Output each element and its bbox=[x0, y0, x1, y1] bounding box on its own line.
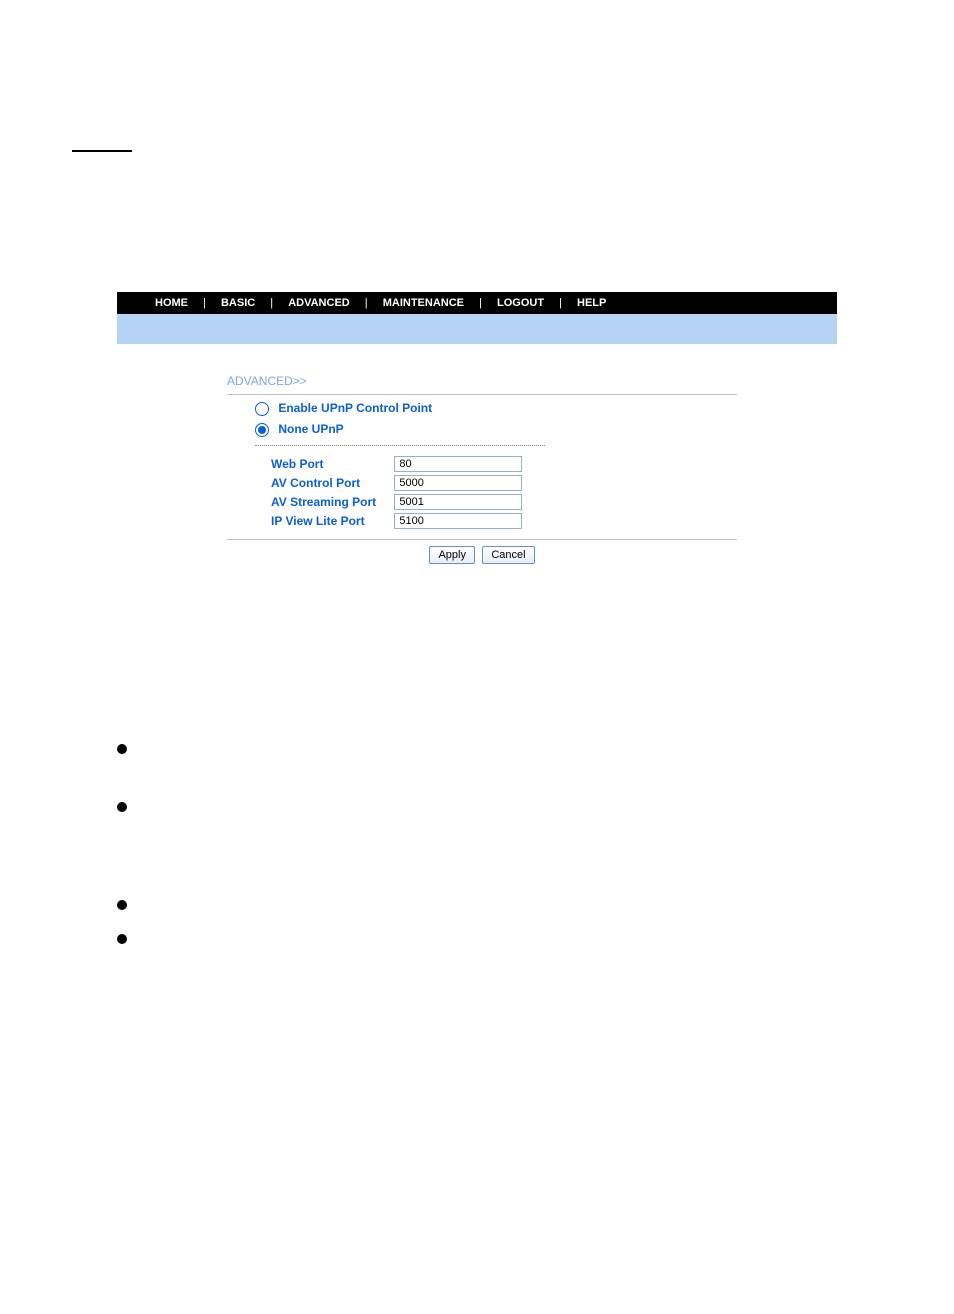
bullet-list bbox=[57, 744, 897, 944]
port-row-avstream: AV Streaming Port 5001 bbox=[271, 494, 737, 510]
radio-enable-upnp[interactable]: Enable UPnP Control Point bbox=[255, 401, 737, 416]
cancel-button[interactable]: Cancel bbox=[482, 546, 534, 564]
divider bbox=[227, 394, 737, 395]
port-label: AV Control Port bbox=[271, 476, 391, 490]
web-port-input[interactable]: 80 bbox=[394, 456, 522, 472]
port-label: IP View Lite Port bbox=[271, 514, 391, 528]
radio-label: None UPnP bbox=[278, 422, 343, 436]
port-row-ipview: IP View Lite Port 5100 bbox=[271, 513, 737, 529]
nav-basic[interactable]: BASIC bbox=[211, 292, 265, 314]
ipview-lite-port-input[interactable]: 5100 bbox=[394, 513, 522, 529]
port-label: Web Port bbox=[271, 457, 391, 471]
divider bbox=[227, 539, 737, 540]
decorative-line bbox=[72, 150, 132, 152]
port-row-web: Web Port 80 bbox=[271, 456, 737, 472]
nav-advanced[interactable]: ADVANCED bbox=[278, 292, 360, 314]
nav-sep: | bbox=[557, 297, 564, 309]
port-row-avcontrol: AV Control Port 5000 bbox=[271, 475, 737, 491]
main-navbar: HOME | BASIC | ADVANCED | MAINTENANCE | … bbox=[117, 292, 837, 314]
radio-icon bbox=[255, 423, 269, 437]
radio-icon bbox=[255, 402, 269, 416]
bullet-icon bbox=[117, 744, 127, 754]
nav-help[interactable]: HELP bbox=[567, 292, 616, 314]
nav-logout[interactable]: LOGOUT bbox=[487, 292, 554, 314]
nav-sep: | bbox=[363, 297, 370, 309]
bullet-icon bbox=[117, 934, 127, 944]
av-control-port-input[interactable]: 5000 bbox=[394, 475, 522, 491]
nav-maintenance[interactable]: MAINTENANCE bbox=[373, 292, 474, 314]
av-streaming-port-input[interactable]: 5001 bbox=[394, 494, 522, 510]
radio-none-upnp[interactable]: None UPnP bbox=[255, 422, 737, 437]
nav-home[interactable]: HOME bbox=[145, 292, 198, 314]
blue-header-bar bbox=[117, 314, 837, 344]
nav-sep: | bbox=[268, 297, 275, 309]
radio-label: Enable UPnP Control Point bbox=[278, 401, 432, 415]
dotted-divider bbox=[255, 445, 545, 446]
nav-sep: | bbox=[201, 297, 208, 309]
breadcrumb: ADVANCED>> bbox=[227, 374, 737, 388]
apply-button[interactable]: Apply bbox=[429, 546, 475, 564]
port-label: AV Streaming Port bbox=[271, 495, 391, 509]
nav-sep: | bbox=[477, 297, 484, 309]
bullet-icon bbox=[117, 802, 127, 812]
bullet-icon bbox=[117, 900, 127, 910]
